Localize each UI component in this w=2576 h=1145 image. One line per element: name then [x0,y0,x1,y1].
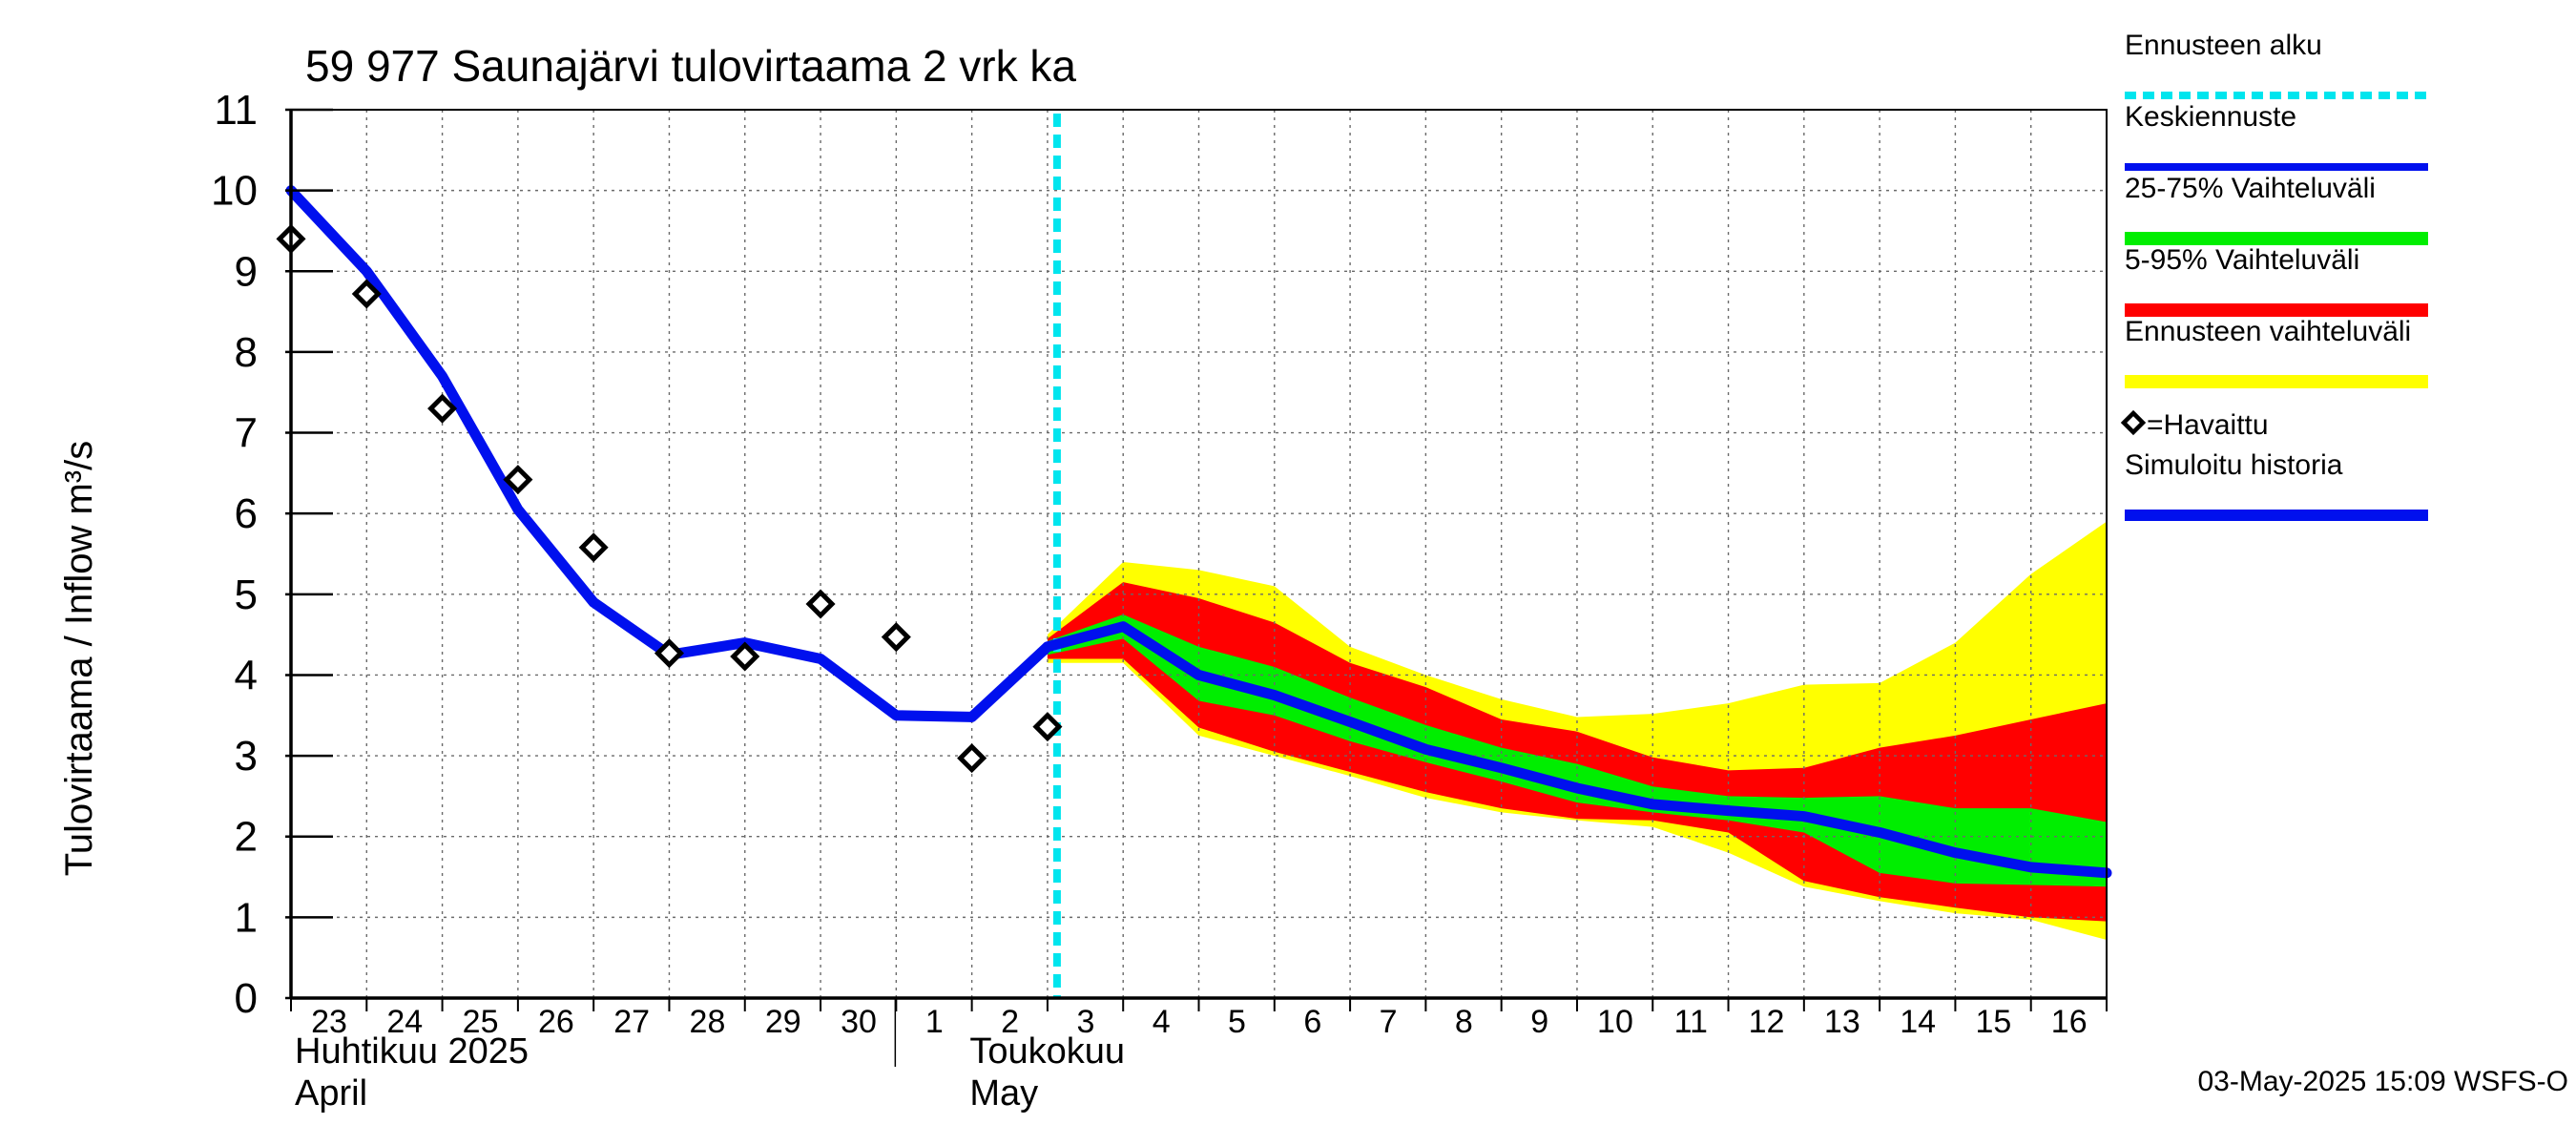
x-tick-label: 24 [386,1004,423,1040]
x-tick-label: 11 [1674,1004,1708,1040]
x-tick-label: 7 [1380,1004,1398,1040]
observed-point [503,465,533,495]
x-tick-label: 8 [1455,1004,1473,1040]
observed-point [957,743,987,774]
y-tick-label: 11 [214,87,258,134]
x-tick-label: 15 [1976,1004,2012,1040]
median-forecast-line [1042,621,2112,879]
x-tick-label: 5 [1228,1004,1246,1040]
y-tick-label: 5 [235,572,258,618]
x-tick-label: 16 [2051,1004,2088,1040]
timestamp: 03-May-2025 15:09 WSFS-O [2198,1066,2569,1097]
legend: Ennusteen alku Keskiennuste 25-75% Vaihtel… [2120,30,2428,521]
x-tick-label: 3 [1076,1004,1094,1040]
month-label: Huhtikuu 2025 [295,1031,529,1072]
y-tick-label: 0 [235,975,258,1022]
x-tick-label: 4 [1153,1004,1171,1040]
observed-point [730,641,760,672]
legend-observed-marker [2120,409,2147,436]
y-tick-label: 10 [211,168,258,215]
x-tick-label: 6 [1303,1004,1321,1040]
legend-label-band_5_95: 5-95% Vaihteluväli [2125,244,2359,276]
y-axis-label: Tulovirtaama / Inflow m³/s [58,441,100,876]
x-tick-label: 1 [925,1004,944,1040]
y-tick-label: 8 [235,329,258,376]
x-tick-label: 2 [1001,1004,1019,1040]
y-tick-label: 1 [235,894,258,941]
y-tick-label: 6 [235,490,258,537]
observed-point [881,622,911,653]
y-tick-label: 2 [235,814,258,861]
legend-label-band_25_75: 25-75% Vaihteluväli [2125,173,2376,204]
x-tick-label: 26 [538,1004,574,1040]
x-tick-label: 23 [311,1004,347,1040]
x-tick-label: 29 [765,1004,801,1040]
y-tick-label: 7 [235,410,258,457]
x-tick-label: 30 [841,1004,877,1040]
y-tick-label: 3 [235,733,258,780]
observed-point [427,393,458,424]
legend-label-observed: =Havaittu [2147,409,2269,441]
month-label-en: April [295,1073,367,1114]
month-label-en: May [969,1073,1038,1114]
legend-label-median: Keskiennuste [2125,101,2296,133]
x-tick-label: 28 [690,1004,726,1040]
y-tick-label: 4 [235,652,258,698]
legend-label-band_full: Ennusteen vaihteluväli [2125,316,2411,347]
observed-point [1032,712,1063,742]
x-tick-label: 10 [1597,1004,1633,1040]
x-tick-label: 13 [1824,1004,1860,1040]
band-25-75 [1047,614,2107,887]
x-tick-label: 9 [1530,1004,1548,1040]
y-tick-label: 9 [235,248,258,295]
observed-point [578,532,609,563]
x-tick-label: 12 [1749,1004,1785,1040]
series-lines [276,114,2112,998]
chart-title: 59 977 Saunajärvi tulovirtaama 2 vrk ka [305,41,1076,91]
legend-label-simulated: Simuloitu historia [2125,449,2343,481]
x-tick-label: 25 [463,1004,499,1040]
observed-point [805,589,836,619]
observed-point [654,638,684,669]
month-label: Toukokuu [969,1031,1125,1072]
observed-point [351,279,382,309]
legend-label-forecast_start: Ennusteen alku [2125,30,2322,61]
grid-lines [291,109,2107,998]
x-tick-label: 27 [613,1004,650,1040]
x-tick-label: 14 [1900,1004,1936,1040]
